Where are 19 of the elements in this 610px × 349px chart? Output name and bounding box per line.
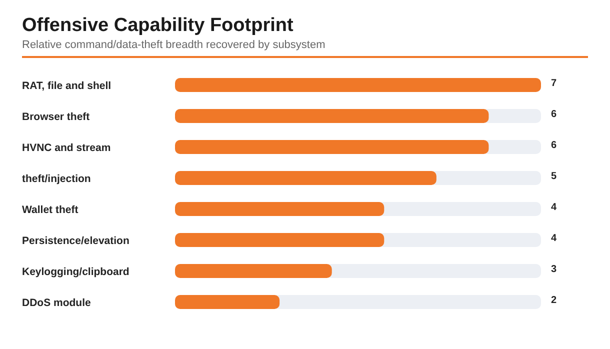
data-label: 2 [551, 295, 557, 306]
y-tick-label: DDoS module [22, 297, 91, 309]
data-label: 7 [551, 78, 557, 89]
data-label: 6 [551, 109, 557, 120]
data-label: 4 [551, 233, 557, 244]
chart-title: Offensive Capability Footprint [22, 15, 294, 36]
y-tick-label: HVNC and stream [22, 142, 111, 154]
y-tick-label: RAT, file and shell [22, 80, 112, 92]
y-tick-label: theft/injection [22, 173, 91, 185]
bar [175, 78, 541, 92]
chart-subtitle: Relative command/data-theft breadth recovered by subsystem [22, 39, 326, 51]
y-tick-label: Keylogging/clipboard [22, 266, 130, 278]
data-label: 4 [551, 202, 557, 213]
data-label: 6 [551, 140, 557, 151]
data-label: 3 [551, 264, 557, 275]
y-tick-label: Browser theft [22, 111, 90, 123]
y-tick-label: Persistence/elevation [22, 235, 130, 247]
data-label: 5 [551, 171, 557, 182]
y-tick-label: Wallet theft [22, 204, 79, 216]
